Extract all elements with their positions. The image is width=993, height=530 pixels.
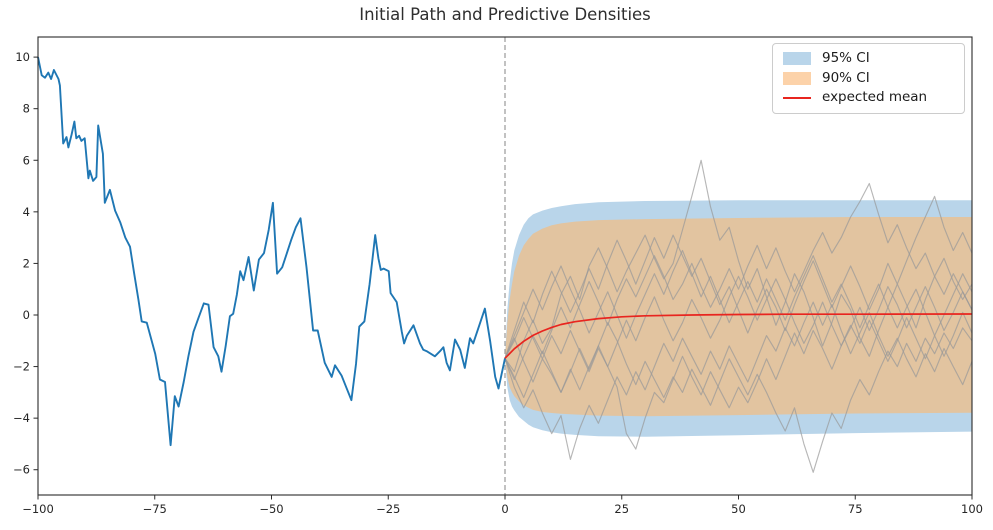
legend-item-expected-mean: expected mean — [783, 91, 954, 105]
x-tick-label: −25 — [376, 502, 400, 516]
sample-path-1 — [504, 159, 973, 373]
sample-path-7 — [504, 311, 973, 450]
legend-label-90ci: 90% CI — [822, 69, 870, 86]
legend: 95% CI 90% CI expected mean — [772, 43, 965, 114]
y-tick-label: 6 — [23, 153, 30, 167]
x-tick-label: 75 — [848, 502, 863, 516]
y-tick-label: −6 — [13, 463, 30, 477]
ci90-band — [505, 217, 972, 417]
x-tick-label: −100 — [22, 502, 54, 516]
legend-label-95ci: 95% CI — [822, 50, 870, 67]
sample-path-6 — [504, 275, 973, 373]
x-tick-label: −50 — [259, 502, 283, 516]
ci95-patch-swatch — [783, 52, 811, 66]
legend-label-expected-mean: expected mean — [822, 89, 928, 106]
ci90-patch-swatch — [783, 71, 811, 85]
expected-mean-line — [504, 313, 973, 359]
x-tick-label: −75 — [143, 502, 167, 516]
expected-mean-line-swatch — [783, 92, 811, 105]
x-tick-label: 100 — [961, 502, 983, 516]
y-tick-label: 2 — [23, 256, 30, 270]
sample-path-4 — [504, 301, 973, 460]
chart-title: Initial Path and Predictive Densities — [359, 5, 651, 24]
legend-item-90ci: 90% CI — [783, 69, 954, 86]
y-tick-label: 0 — [23, 308, 30, 322]
sample-path-3 — [504, 182, 973, 381]
y-tick-label: −4 — [13, 411, 30, 425]
initial-path-line — [37, 56, 506, 447]
y-tick-label: 4 — [23, 205, 30, 219]
y-tick-label: 10 — [15, 50, 30, 64]
x-tick-label: 50 — [731, 502, 746, 516]
sample-path-8 — [504, 249, 973, 359]
y-tick-label: 8 — [23, 102, 30, 116]
x-tick-label: 0 — [501, 502, 508, 516]
sample-path-5 — [504, 195, 973, 359]
x-tick-label: 25 — [614, 502, 629, 516]
y-tick-label: −2 — [13, 360, 30, 374]
sample-path-2 — [504, 322, 973, 473]
legend-item-95ci: 95% CI — [783, 52, 954, 66]
